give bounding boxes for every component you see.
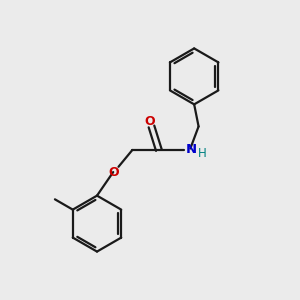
Text: O: O (108, 166, 119, 178)
Text: H: H (198, 147, 207, 160)
Text: O: O (145, 115, 155, 128)
Text: N: N (185, 143, 197, 157)
